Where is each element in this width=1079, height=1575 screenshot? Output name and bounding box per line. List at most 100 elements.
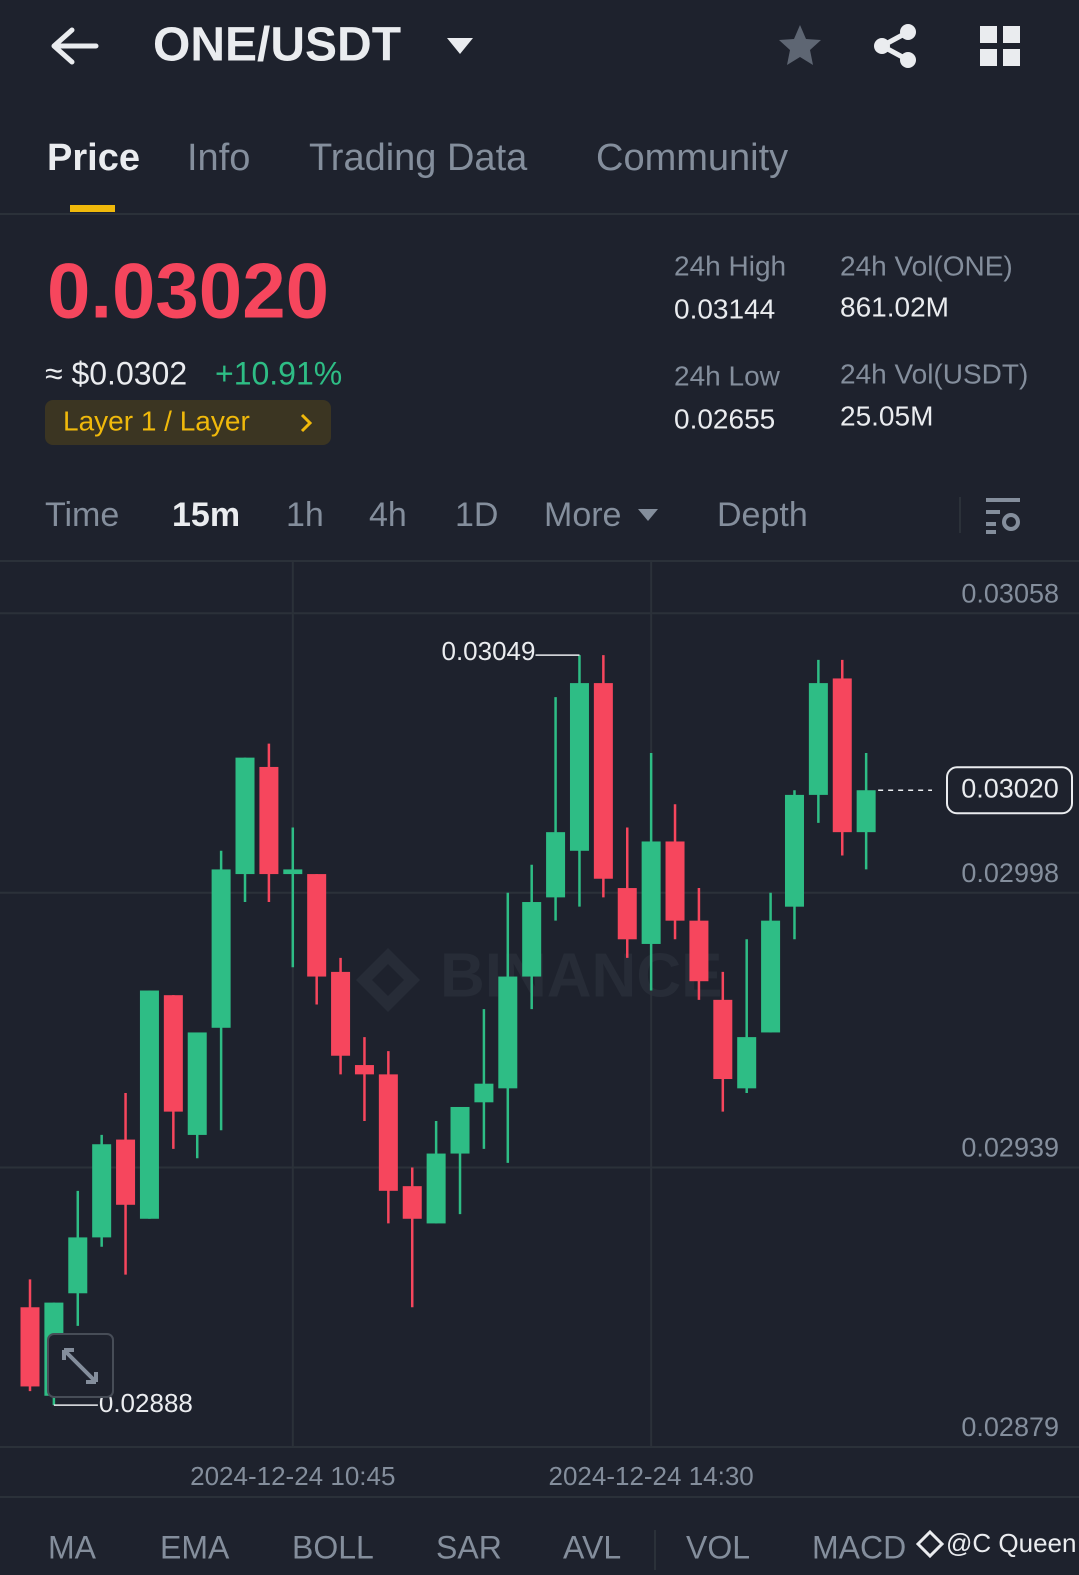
y-tick-label: 0.03058 [961, 578, 1059, 608]
usd-price: ≈ $0.0302 [45, 355, 187, 391]
x-tick-label: 2024-12-24 10:45 [190, 1461, 395, 1491]
candle-body [522, 902, 542, 977]
candle-body [163, 995, 183, 1112]
x-tick-label: 2024-12-24 14:30 [548, 1461, 753, 1491]
credit: @C Queen [946, 1528, 1076, 1558]
candle-body [211, 869, 231, 1028]
candle-body [617, 888, 637, 940]
interval[interactable]: Depth [717, 496, 808, 534]
sector-tag[interactable]: Layer 1 / Layer [45, 400, 331, 445]
settings-gear [1002, 513, 1020, 531]
stat-value: 25.05M [840, 400, 933, 431]
indicator[interactable]: SAR [436, 1529, 502, 1565]
candle-body [92, 1144, 112, 1238]
interval[interactable]: 4h [369, 496, 407, 534]
stat-label: 24h High [674, 250, 786, 281]
low-label: 0.02888 [99, 1388, 193, 1418]
expand-icon [62, 1348, 98, 1384]
interval[interactable]: Time [45, 496, 119, 534]
grid-square [1003, 26, 1020, 43]
stat-value: 0.03144 [674, 293, 775, 324]
tag-chevron [300, 413, 313, 433]
candle-body [378, 1074, 398, 1191]
candle-body [187, 1032, 207, 1135]
candle-body [331, 971, 351, 1056]
candle-body [546, 832, 566, 898]
grid-square [980, 26, 997, 43]
candle-body [307, 874, 327, 977]
price-change: +10.91% [215, 355, 342, 391]
candle-body [474, 1083, 494, 1103]
tab[interactable]: Price [47, 137, 140, 179]
candle-body [737, 1037, 757, 1089]
candle-body [283, 869, 303, 875]
grid-menu-icon[interactable] [980, 26, 1020, 66]
candle-body [139, 990, 159, 1219]
chart-settings-icon[interactable] [986, 498, 1020, 534]
candle-body [593, 683, 613, 879]
indicator[interactable]: BOLL [292, 1529, 374, 1565]
current-price-label: 0.03020 [961, 773, 1059, 803]
indicator[interactable]: MA [48, 1529, 97, 1565]
settings-lines [986, 498, 1020, 534]
interval[interactable]: 1h [286, 496, 324, 534]
favorite-icon[interactable] [779, 25, 821, 65]
candlestick-chart: BINANCE 0.02879 0.02939 0.02998 0.03058 2024-… [0, 562, 1079, 1491]
share-lines [880, 29, 910, 63]
last-price: 0.03020 [47, 247, 329, 335]
candle-body [20, 1307, 40, 1387]
interval[interactable]: 15m [172, 496, 240, 534]
candle-body [689, 920, 709, 982]
stat-label: 24h Low [674, 360, 781, 391]
share-icon[interactable] [874, 24, 916, 68]
fullscreen-button[interactable] [47, 1333, 114, 1398]
tab[interactable]: Community [596, 137, 788, 179]
back-button[interactable] [51, 27, 99, 65]
stat-value: 0.02655 [674, 403, 775, 434]
indicator[interactable]: AVL [563, 1529, 621, 1565]
stat-label: 24h Vol(USDT) [840, 358, 1028, 389]
candle-body [761, 920, 781, 1033]
candle-body [856, 790, 876, 833]
candle-body [784, 794, 804, 907]
y-tick-label: 0.02998 [961, 858, 1059, 888]
indicator[interactable]: VOL [686, 1529, 750, 1565]
candle-body [808, 683, 828, 795]
candle-body [641, 841, 661, 944]
indicator[interactable]: EMA [160, 1529, 230, 1565]
candle-body [354, 1065, 374, 1075]
candle-body [426, 1153, 446, 1224]
pair-caret[interactable] [447, 38, 473, 54]
tab-indicator [70, 205, 115, 212]
tag-text: Layer 1 / Layer [63, 405, 250, 436]
candle-body [450, 1106, 470, 1154]
grid-square [1003, 49, 1020, 66]
interval[interactable]: More [544, 496, 621, 534]
tag-bg [45, 400, 331, 445]
y-tick-label: 0.02939 [961, 1133, 1059, 1163]
candle-body [713, 999, 733, 1080]
candle-body [235, 757, 255, 875]
y-tick-label: 0.02879 [961, 1412, 1059, 1442]
indicator[interactable]: MACD [812, 1529, 906, 1565]
back-icon [51, 27, 99, 65]
pair-title[interactable]: ONE/USDT [153, 19, 401, 72]
grid-square [980, 49, 997, 66]
candle-body [402, 1186, 422, 1219]
candle-body [116, 1139, 136, 1205]
tab[interactable]: Info [187, 137, 250, 179]
interval[interactable]: 1D [455, 496, 498, 534]
tab[interactable]: Trading Data [309, 137, 528, 179]
current-price-box [946, 766, 1073, 815]
candle-body [498, 976, 518, 1089]
credit-logo [915, 1529, 945, 1559]
watermark-logo [356, 948, 420, 1012]
watermark: BINANCE [440, 941, 722, 1010]
high-label: 0.03049 [441, 636, 535, 666]
candle-body [665, 841, 685, 921]
stat-label: 24h Vol(ONE) [840, 250, 1013, 281]
more-caret[interactable] [638, 509, 658, 521]
